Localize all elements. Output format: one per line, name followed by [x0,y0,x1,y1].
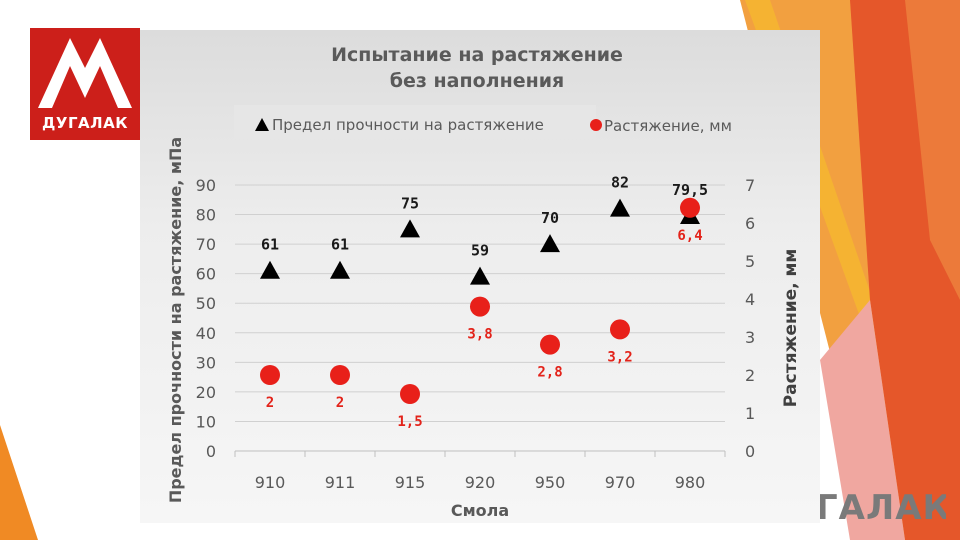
y-axis-right-title: Растяжение, мм [781,249,801,408]
tensile-data-label: 61 [261,236,279,254]
y-tick-label-right: 2 [745,366,755,385]
orange-bar-left [0,425,38,540]
y-tick-label-right: 3 [745,328,755,347]
light-orange-facet [905,0,960,300]
tensile-point [330,260,350,279]
chart: Испытание на растяжение без наполнения П… [166,44,801,520]
elongation-data-label: 2 [336,395,344,411]
elongation-point [400,384,420,404]
y-tick-label-left: 60 [196,265,216,284]
legend-triangle-marker [255,118,269,131]
y-axis-left-title: Предел прочности на растяжение, мПа [166,137,185,503]
x-axis-ticks: 910 911 915 920 950 970 980 [255,473,706,492]
company-logo-partial: ГАЛАК [816,488,946,528]
y-tick-label-left: 10 [196,412,216,431]
x-axis-title: Смола [451,501,509,520]
elongation-data-label: 2,8 [537,365,562,381]
y-tick-label-left: 70 [196,235,216,254]
y-tick-label-right: 7 [745,176,755,195]
series-tensile-strength: 61 61 75 59 70 82 79,5 [260,174,708,285]
logo-mark-shape [38,38,132,108]
x-tick-label: 911 [325,473,356,492]
chart-title-line-1: Испытание на растяжение [331,44,623,66]
y-tick-label-right: 6 [745,214,755,233]
tensile-data-label: 61 [331,236,349,254]
logo-wordmark: ДУГАЛАК [42,114,128,132]
elongation-point [610,319,630,340]
gridlines [234,184,726,457]
elongation-data-label: 6,4 [677,228,702,244]
tensile-point [470,266,490,285]
x-tick-label: 910 [255,473,286,492]
tensile-data-label: 79,5 [672,181,708,199]
tensile-data-label: 59 [471,242,489,260]
y-tick-label-right: 4 [745,290,755,309]
legend-box [234,105,596,139]
tensile-point [610,198,630,217]
x-tick-label: 970 [605,473,636,492]
x-tick-label: 980 [675,473,706,492]
logo-mark-inner [60,78,80,100]
y-tick-label-left: 90 [196,176,216,195]
y-axis-left-ticks: 0 10 20 30 40 50 60 70 80 90 [196,176,216,461]
legend-elongation-label: Растяжение, мм [604,117,732,135]
elongation-data-label: 2 [266,395,274,411]
elongation-point [540,334,560,355]
y-tick-label-left: 50 [196,294,216,313]
elongation-point [330,365,350,385]
x-tick-label: 915 [395,473,426,492]
elongation-data-label: 3,2 [607,349,632,365]
y-tick-label-left: 30 [196,353,216,372]
elongation-point [260,365,280,385]
tensile-point [400,219,420,238]
y-tick-label-right: 5 [745,252,755,271]
y-axis-right-ticks: 0 1 2 3 4 5 6 7 [745,176,755,461]
elongation-data-label: 3,8 [467,327,492,343]
chart-panel: Испытание на растяжение без наполнения П… [140,30,820,523]
pink-facet [820,300,905,540]
tensile-data-label: 82 [611,174,629,192]
y-tick-label-left: 0 [206,442,216,461]
tensile-point [540,234,560,253]
y-tick-label-left: 80 [196,206,216,225]
y-tick-label-right: 1 [745,404,755,423]
x-tick-label: 950 [535,473,566,492]
x-tick-label: 920 [465,473,496,492]
elongation-point [680,197,700,218]
y-tick-label-left: 20 [196,383,216,402]
legend-tensile-label: Предел прочности на растяжение [272,116,544,134]
company-logo: ДУГАЛАК [30,28,140,140]
elongation-data-label: 1,5 [397,414,422,430]
tensile-data-label: 75 [401,194,419,212]
y-tick-label-left: 40 [196,324,216,343]
chart-title-line-2: без наполнения [390,70,565,92]
tensile-data-label: 70 [541,209,559,227]
series-elongation: 2 2 1,5 3,8 2,8 3,2 6,4 [260,197,703,430]
tensile-point [260,260,280,279]
legend-circle-marker [590,119,602,131]
elongation-point [470,296,490,317]
y-tick-label-right: 0 [745,442,755,461]
